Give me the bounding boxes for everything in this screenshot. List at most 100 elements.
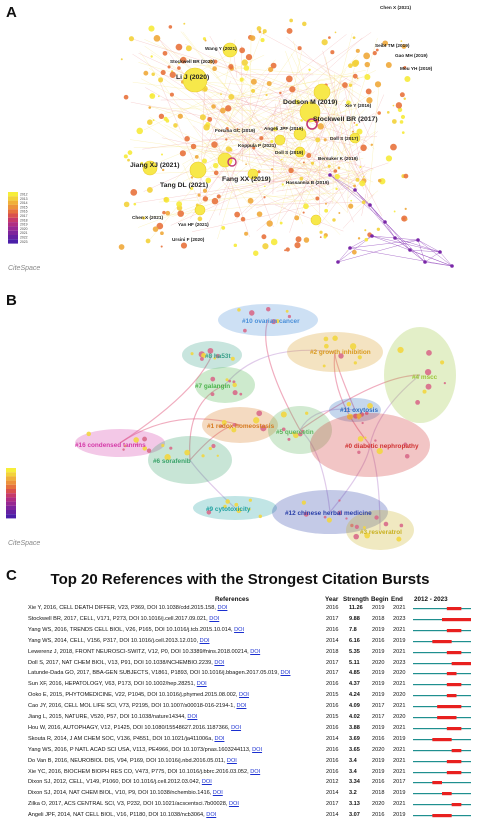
network-node — [157, 95, 160, 98]
doi-link[interactable]: DOI — [252, 746, 263, 753]
network-node — [163, 116, 168, 122]
network-node — [160, 231, 164, 236]
doi-link[interactable]: DOI — [236, 703, 247, 710]
legend-year-label: 2021 — [20, 231, 28, 235]
network-node — [202, 196, 209, 202]
burst-bar — [442, 617, 471, 622]
network-edge — [347, 75, 353, 213]
doi-link[interactable]: DOI — [206, 812, 217, 819]
cluster-link — [299, 429, 331, 513]
end-cell: 2020 — [393, 692, 406, 699]
doi-link[interactable]: DOI — [212, 790, 223, 797]
network-node-label: Doll S (2017) — [330, 136, 359, 141]
network-node — [355, 48, 360, 53]
doi-link[interactable]: DOI — [280, 670, 291, 677]
strength-cell: 3.4 — [349, 768, 357, 775]
network-node — [263, 196, 266, 199]
network-edge — [228, 89, 313, 130]
doi-link[interactable]: DOI — [187, 714, 198, 720]
network-node — [220, 93, 222, 96]
legend-swatch — [6, 505, 16, 510]
year-cell: 2016 — [326, 605, 339, 611]
doi-link[interactable]: DOI — [250, 768, 261, 775]
cluster-node — [225, 499, 230, 504]
doi-link[interactable]: DOI — [214, 659, 225, 666]
begin-cell: 2019 — [372, 757, 385, 764]
network-node — [359, 165, 362, 168]
doi-link[interactable]: DOI — [199, 637, 210, 644]
network-edge — [337, 239, 419, 263]
doi-link[interactable]: DOI — [201, 779, 212, 786]
cluster-node — [322, 364, 326, 368]
network-node — [213, 59, 218, 64]
cluster-node — [301, 429, 305, 433]
network-edge — [276, 182, 336, 192]
network-node — [368, 203, 372, 207]
doi-link[interactable]: DOI — [228, 801, 239, 808]
cluster-node — [210, 376, 216, 382]
doi-link[interactable]: DOI — [214, 735, 225, 742]
doi-link[interactable]: DOI — [234, 626, 245, 633]
network-edge — [256, 153, 280, 164]
network-node — [225, 127, 229, 130]
network-node — [197, 193, 201, 197]
network-edge — [267, 75, 352, 90]
reference-text: Yang WS, 2016, P NATL ACAD SCI USA, V113… — [28, 746, 263, 753]
end-cell: 2021 — [393, 648, 406, 655]
burst-bar — [437, 705, 462, 709]
burst-bar — [442, 792, 452, 796]
doi-link[interactable]: DOI — [226, 757, 237, 764]
doi-link[interactable]: DOI — [196, 681, 207, 688]
network-node — [261, 234, 267, 240]
cluster-node — [301, 500, 307, 505]
cluster-area — [310, 413, 430, 477]
network-node — [315, 196, 320, 201]
legend-swatch — [8, 209, 18, 214]
cluster-network-panel: B #10 ovarian cancer #8 ha53t #2 growth in… — [0, 290, 480, 565]
network-node — [251, 88, 256, 93]
network-node — [450, 264, 454, 268]
cluster-node — [260, 425, 267, 432]
cluster-node — [357, 435, 364, 442]
network-node — [423, 260, 427, 264]
network-node — [140, 161, 144, 165]
doi-link[interactable]: DOI — [217, 605, 228, 611]
cluster-node — [201, 454, 205, 458]
doi-link[interactable]: DOI — [209, 615, 220, 622]
network-node — [330, 50, 335, 55]
citation-burst-panel: C Top 20 References with the Strongest C… — [0, 565, 480, 826]
burst-timeline — [413, 792, 471, 796]
burst-bar — [451, 803, 462, 807]
cluster-area — [182, 341, 242, 369]
network-node — [123, 94, 129, 100]
network-node — [351, 130, 354, 133]
network-node — [366, 97, 373, 104]
network-edge — [262, 164, 336, 172]
network-node — [363, 52, 371, 60]
network-edge — [132, 81, 338, 109]
reference-text: Lewerenz J, 2018, FRONT NEUROSCI-SWITZ, … — [28, 648, 261, 655]
network-node-label: Bersuker K (2019) — [318, 156, 358, 161]
doi-link[interactable]: DOI — [250, 648, 261, 655]
doi-link[interactable]: DOI — [239, 692, 249, 699]
begin-cell: 2016 — [372, 637, 385, 644]
network-node — [203, 124, 210, 131]
year-cell: 2016 — [326, 703, 339, 710]
timeline-baseline — [413, 651, 471, 653]
cluster-node — [364, 411, 369, 415]
cluster-node — [367, 402, 373, 409]
network-node — [265, 93, 268, 97]
legend-swatch — [6, 476, 16, 481]
network-node — [240, 216, 246, 222]
doi-link[interactable]: DOI — [231, 724, 242, 731]
network-node — [162, 210, 166, 215]
strength-cell: 3.13 — [349, 801, 360, 808]
cluster-node — [133, 437, 139, 443]
cluster-node — [332, 335, 338, 341]
legend-year-label: 2018 — [20, 218, 28, 222]
network-edge — [144, 167, 328, 174]
cluster-node — [281, 427, 286, 432]
network-edge — [322, 50, 357, 169]
network-node — [333, 169, 338, 173]
network-edge — [204, 176, 287, 183]
